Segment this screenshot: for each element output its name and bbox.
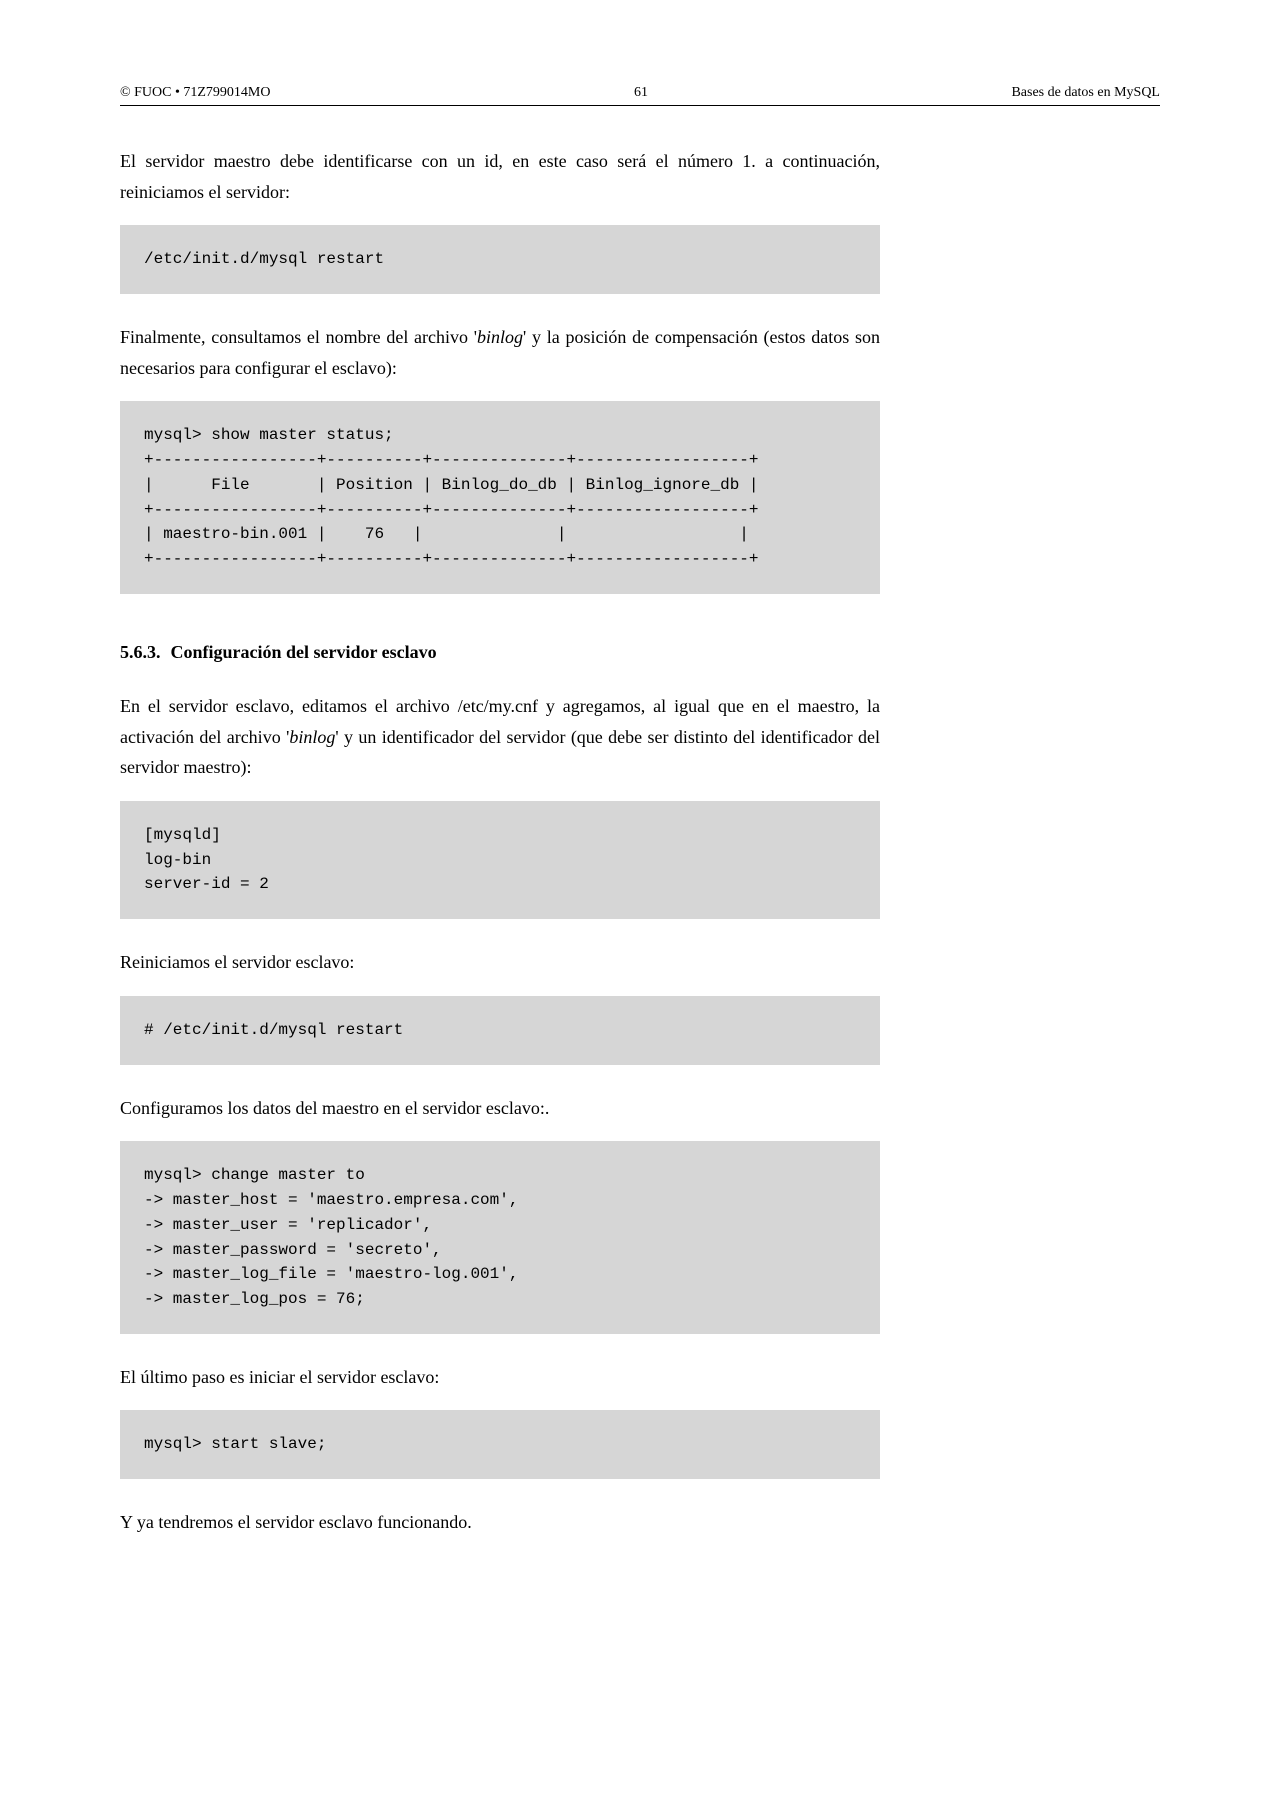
paragraph-binlog: Finalmente, consultamos el nombre del ar… [120,322,880,383]
code-show-master-status: mysql> show master status; +------------… [120,401,880,594]
paragraph-restart-slave: Reiniciamos el servidor esclavo: [120,947,880,978]
code-restart-master: /etc/init.d/mysql restart [120,225,880,294]
code-start-slave: mysql> start slave; [120,1410,880,1479]
paragraph-last-step: El último paso es iniciar el servidor es… [120,1362,880,1393]
paragraph-intro-text: El servidor maestro debe identificarse c… [120,151,880,202]
code-mysqld-config: [mysqld] log-bin server-id = 2 [120,801,880,919]
header-page-number: 61 [634,85,648,101]
section-heading: 5.6.3. Configuración del servidor esclavo [120,642,1160,663]
paragraph-binlog-a: Finalmente, consultamos el nombre del ar… [120,327,477,347]
code-change-master: mysql> change master to -> master_host =… [120,1141,880,1334]
paragraph-slave-config: En el servidor esclavo, editamos el arch… [120,691,880,783]
paragraph-conclusion: Y ya tendremos el servidor esclavo funci… [120,1507,880,1538]
page-header: © FUOC • 71Z799014MO 61 Bases de datos e… [120,85,1160,106]
paragraph-configure-master: Configuramos los datos del maestro en el… [120,1093,880,1124]
binlog-emphasis-1: binlog [477,327,523,347]
header-copyright: © FUOC • 71Z799014MO [120,85,271,101]
binlog-emphasis-2: binlog [289,727,335,747]
paragraph-intro: El servidor maestro debe identificarse c… [120,146,880,207]
code-restart-slave: # /etc/init.d/mysql restart [120,996,880,1065]
header-title: Bases de datos en MySQL [1011,85,1160,101]
section-number: 5.6.3. [120,642,161,663]
section-title: Configuración del servidor esclavo [171,642,437,662]
